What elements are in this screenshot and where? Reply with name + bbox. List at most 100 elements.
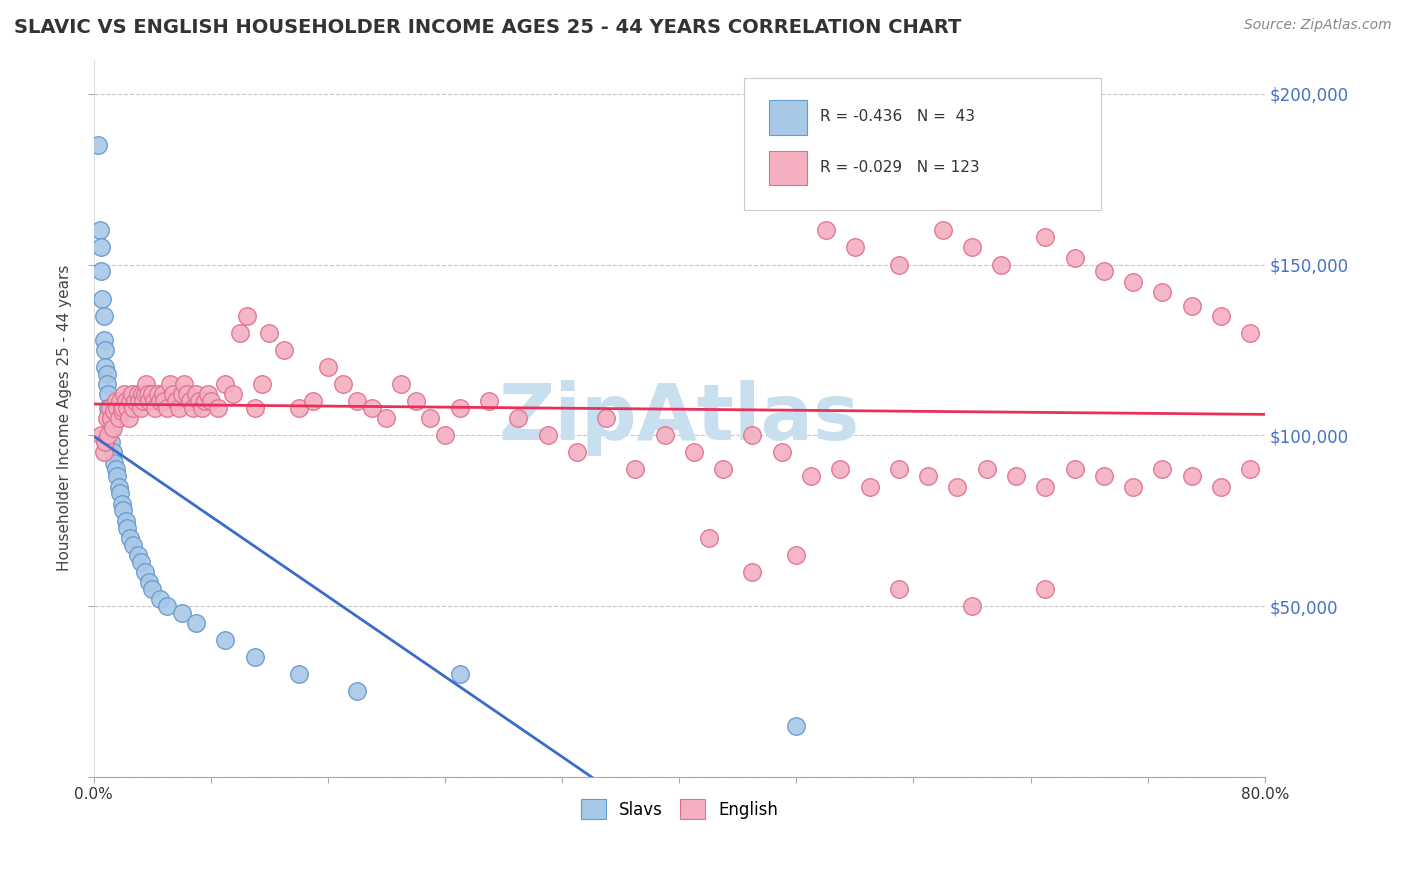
Point (250, 377, 273, 392)
Y-axis label: Householder Income Ages 25 - 44 years: Householder Income Ages 25 - 44 years (58, 265, 72, 572)
Point (97, 401, 120, 415)
Point (165, 394, 187, 409)
Point (565, 445, 588, 459)
Point (129, 401, 152, 415)
Point (316, 359, 339, 374)
Point (375, 411, 398, 425)
Point (194, 394, 217, 409)
Point (976, 462, 998, 476)
Point (360, 401, 382, 415)
Point (127, 548, 149, 562)
Point (115, 514, 138, 528)
FancyBboxPatch shape (744, 78, 1101, 211)
Point (128, 394, 150, 409)
Point (917, 469, 939, 483)
Point (134, 387, 156, 401)
Point (156, 401, 179, 415)
Point (1092, 469, 1115, 483)
Point (887, 258, 910, 272)
Point (711, 462, 734, 476)
Point (156, 599, 179, 613)
Point (94, 359, 117, 374)
Point (214, 377, 236, 392)
Point (536, 428, 558, 442)
Point (405, 394, 427, 409)
Point (186, 616, 208, 631)
Point (273, 343, 295, 357)
Point (141, 582, 163, 596)
Point (100, 411, 122, 425)
Point (259, 326, 281, 340)
Point (149, 592, 172, 607)
Point (419, 411, 441, 425)
Point (179, 394, 201, 409)
Point (170, 606, 193, 620)
Point (222, 387, 245, 401)
Point (287, 401, 309, 415)
Point (932, 223, 955, 237)
Point (96, 367, 118, 381)
Point (134, 565, 156, 579)
Point (149, 394, 172, 409)
Point (107, 479, 129, 493)
Point (1209, 309, 1232, 323)
Point (595, 411, 617, 425)
Point (243, 650, 266, 665)
Point (118, 411, 141, 425)
Point (117, 401, 139, 415)
Point (1063, 462, 1085, 476)
Point (176, 387, 198, 401)
Point (107, 411, 129, 425)
Point (830, 462, 852, 476)
Point (741, 428, 763, 442)
Point (1122, 479, 1144, 493)
Text: R = -0.436   N =  43: R = -0.436 N = 43 (820, 110, 974, 125)
Point (887, 462, 910, 476)
Point (186, 387, 208, 401)
Point (97, 428, 120, 442)
Point (91, 292, 114, 306)
Point (1092, 264, 1115, 278)
Point (90, 264, 112, 278)
Text: ZipAtlas: ZipAtlas (499, 380, 860, 456)
Point (90, 428, 112, 442)
Point (105, 401, 128, 415)
Point (89, 223, 111, 237)
Point (170, 387, 193, 401)
Text: R = -0.029   N = 123: R = -0.029 N = 123 (820, 160, 980, 175)
FancyBboxPatch shape (769, 151, 807, 186)
Point (1152, 462, 1174, 476)
Point (434, 428, 457, 442)
Point (124, 394, 146, 409)
Point (1181, 299, 1204, 313)
Point (654, 428, 676, 442)
Point (197, 387, 219, 401)
Point (1239, 326, 1261, 340)
Point (132, 394, 155, 409)
Point (207, 401, 229, 415)
Point (683, 445, 706, 459)
Point (1033, 230, 1056, 244)
Point (136, 387, 159, 401)
Point (101, 421, 124, 435)
Point (887, 582, 910, 596)
Point (236, 309, 259, 323)
Point (104, 462, 127, 476)
Point (844, 240, 866, 254)
Point (90, 240, 112, 254)
Point (1005, 469, 1028, 483)
Point (120, 531, 142, 545)
Point (770, 445, 793, 459)
Point (141, 387, 163, 401)
Point (814, 223, 837, 237)
Point (138, 394, 160, 409)
Point (93, 445, 115, 459)
Point (100, 435, 122, 450)
Point (990, 258, 1012, 272)
Point (96, 411, 118, 425)
Point (785, 548, 807, 562)
Point (142, 394, 165, 409)
Point (110, 404, 132, 418)
Point (98, 401, 121, 415)
Point (960, 599, 983, 613)
